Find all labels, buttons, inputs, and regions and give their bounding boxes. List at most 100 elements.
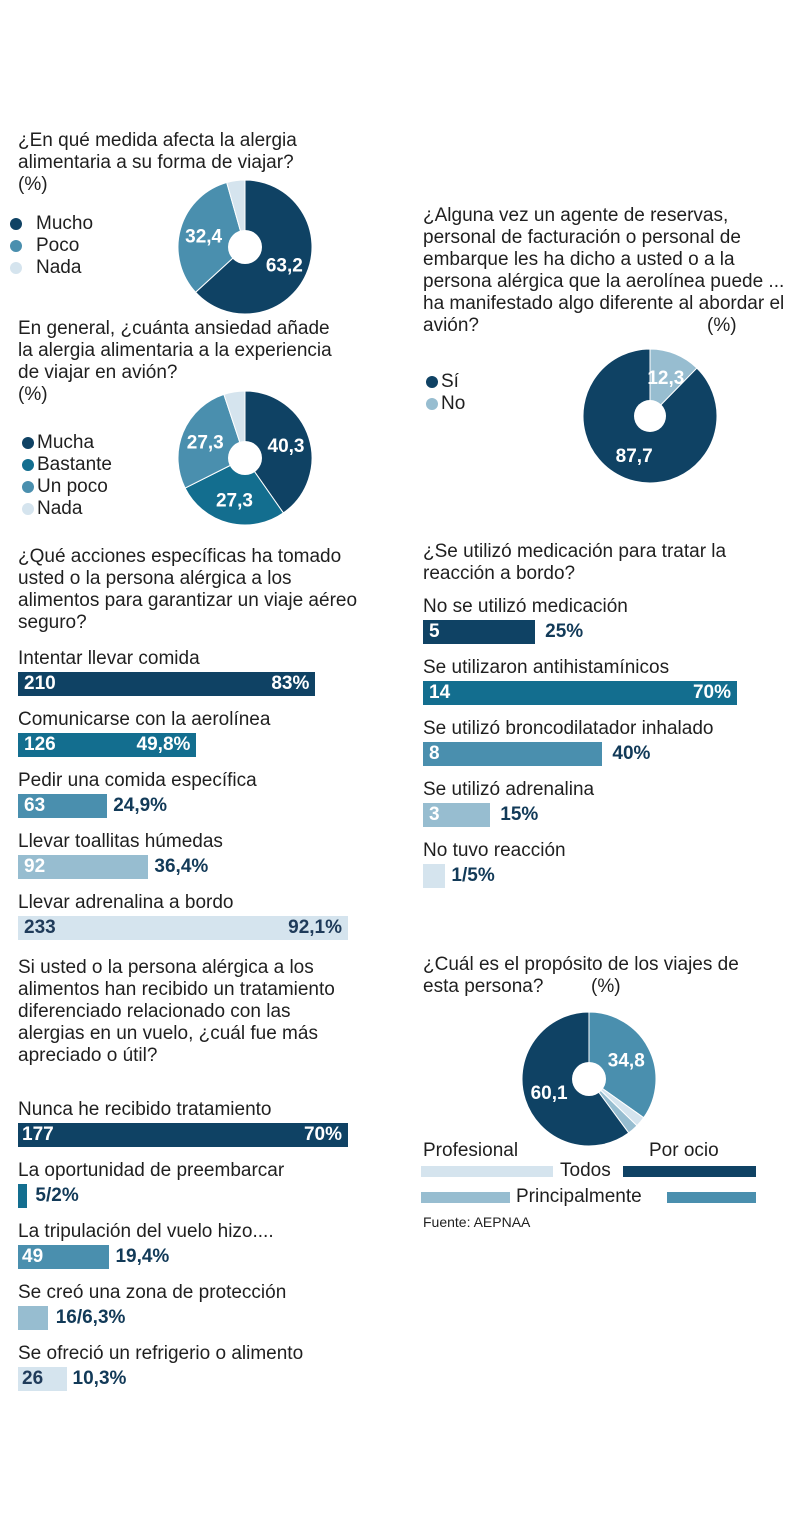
legend-swatch	[10, 218, 22, 230]
legend-label: Un poco	[37, 476, 108, 497]
legend-label: Nada	[36, 257, 82, 278]
bar-percent-label: 70%	[692, 682, 731, 703]
bars3-title: ¿Se utilizó medicación para tratar la re…	[423, 541, 727, 584]
bar-count-label: 49	[22, 1246, 44, 1267]
bar-count-label: 63	[24, 795, 46, 816]
legend-item: Bastante	[22, 454, 112, 476]
bar	[18, 1184, 28, 1208]
bar-category-label: Se ofreció un refrigerio o alimento	[18, 1343, 304, 1364]
bar-count-label: 5	[429, 621, 440, 642]
bar-category-label: La tripulación del vuelo hizo....	[18, 1221, 274, 1242]
bar-category-label: No tuvo reacción	[423, 840, 566, 861]
pie1-legend: Mucho Poco Nada	[10, 213, 93, 279]
pie-label: 12,3	[647, 368, 684, 389]
bar-percent-label: 19,4%	[115, 1246, 170, 1267]
bar-percent-label: 92,1%	[288, 917, 342, 938]
legend-label: No	[441, 393, 466, 414]
bar-count-label: 177	[22, 1124, 54, 1145]
bar-category-label: Se utilizó adrenalina	[423, 779, 595, 800]
pie1-unit: (%)	[18, 174, 48, 195]
bar-percent-label: 15%	[500, 804, 539, 825]
pie2-title: En general, ¿cuánta ansiedad añade la al…	[18, 318, 332, 383]
bar-category-label: Nunca he recibido tratamiento	[18, 1099, 272, 1120]
pie-slice	[649, 349, 698, 418]
legend-swatch	[426, 376, 438, 388]
pie4-key-row1: Todos	[560, 1160, 611, 1181]
bar-count-label: 233	[24, 917, 56, 938]
pie-label: 34,8	[608, 1051, 645, 1072]
bar-category-label: Se utilizó broncodilatador inhalado	[423, 718, 714, 739]
pie-slice	[244, 391, 312, 514]
donut-hole	[228, 230, 262, 264]
bar-count-label: 5/2%	[35, 1185, 79, 1206]
pie-label: 32,4	[185, 226, 222, 247]
legend-label: Poco	[36, 235, 80, 256]
bar-count-label: 16/6,3%	[55, 1307, 126, 1328]
pie4-key-strip-left	[421, 1166, 553, 1177]
bar-count-label: 92	[24, 856, 46, 877]
bar	[18, 1123, 348, 1147]
pie-label: 87,7	[616, 446, 653, 467]
pie4-key-strip2-right	[667, 1192, 756, 1203]
bar-category-label: Llevar toallitas húmedas	[18, 831, 223, 852]
pie4-key-row2: Principalmente	[516, 1186, 642, 1207]
pie-label: 60,1	[531, 1083, 568, 1104]
legend-swatch	[22, 481, 34, 493]
bar-count-label: 14	[429, 682, 451, 703]
bar-category-label: Comunicarse con la aerolínea	[18, 709, 271, 730]
legend-label: Mucha	[37, 432, 95, 453]
legend-swatch	[22, 459, 34, 471]
bar-percent-label: 25%	[545, 621, 584, 642]
bar	[423, 803, 491, 827]
donut-hole	[572, 1062, 606, 1096]
pie3-title: ¿Alguna vez un agente de reservas, perso…	[423, 205, 785, 336]
legend-item: Nada	[10, 257, 93, 279]
legend-label: Sí	[441, 371, 459, 392]
pie-slice	[178, 181, 246, 293]
pie-slice	[588, 1012, 656, 1119]
pie2-chart: 40,3 27,3 27,3	[178, 391, 312, 525]
bar	[423, 681, 737, 705]
legend-item: Mucha	[22, 432, 112, 454]
pie-label: 27,3	[216, 491, 253, 512]
bar-category-label: No se utilizó medicación	[423, 596, 628, 617]
pie2-legend: Mucha Bastante Un poco Nada	[22, 432, 112, 520]
bar-category-label: Pedir una comida específica	[18, 770, 257, 791]
bar-count-label: 3	[429, 804, 440, 825]
bar	[18, 672, 316, 696]
pie3-chart: 87,7 12,3	[583, 349, 717, 483]
pie4-title: ¿Cuál es el propósito de los viajes de e…	[423, 954, 739, 997]
legend-item: Sí	[426, 371, 465, 393]
bar-percent-label: 49,8%	[136, 734, 191, 755]
legend-swatch	[22, 503, 34, 515]
bar-category-label: Se utilizaron antihistamínicos	[423, 657, 670, 678]
legend-item: Mucho	[10, 213, 93, 235]
pie-label: 40,3	[268, 436, 305, 457]
bar	[18, 1245, 110, 1269]
bar-count-label: 8	[429, 743, 440, 764]
bar-count-label: 126	[24, 734, 56, 755]
pie4-chart: 34,8 60,1	[522, 1012, 656, 1146]
bar-category-label: Intentar llevar comida	[18, 648, 200, 669]
legend-label: Mucho	[36, 213, 94, 234]
bar	[18, 1367, 67, 1391]
legend-swatch	[10, 262, 22, 274]
source-note: Fuente: AEPNAA	[423, 1214, 531, 1230]
bar	[423, 620, 536, 644]
bars2-title: Si usted o la persona alérgica a los ali…	[18, 957, 335, 1066]
donut-hole	[228, 441, 262, 475]
bar-count-label: 210	[24, 673, 56, 694]
pie4-unit: (%)	[591, 976, 621, 997]
bar-percent-label: 83%	[271, 673, 310, 694]
pie-slice	[178, 393, 246, 489]
bar	[18, 733, 197, 757]
pie1-title: ¿En qué medida afecta la alergia aliment…	[18, 130, 297, 173]
bars1-title: ¿Qué acciones específicas ha tomado uste…	[18, 546, 358, 633]
legend-item: Poco	[10, 235, 93, 257]
pie4-key-strip2-left	[421, 1192, 510, 1203]
pie-label: 63,2	[266, 255, 303, 276]
bar	[18, 794, 108, 818]
legend-item: Un poco	[22, 476, 112, 498]
pie-slice	[583, 349, 717, 483]
donut-hole	[634, 400, 666, 432]
